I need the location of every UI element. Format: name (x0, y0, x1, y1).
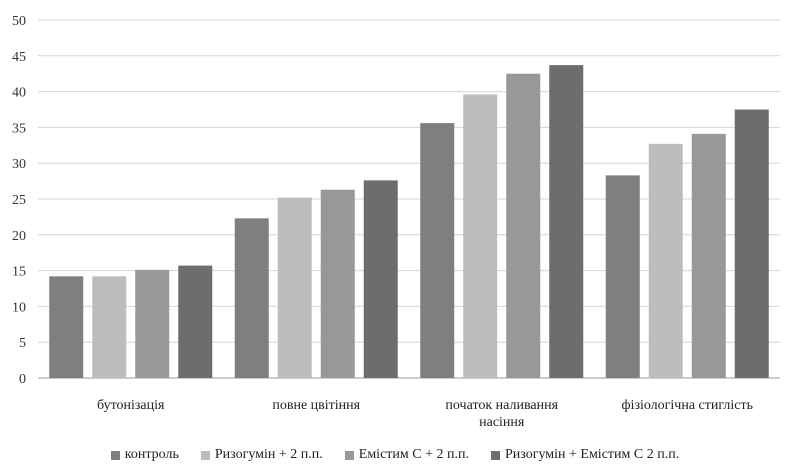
bar (463, 94, 498, 379)
legend-swatch (344, 450, 354, 460)
legend-item: Ризогумін + Емістим С 2 п.п. (490, 446, 680, 464)
y-tick-label: 25 (12, 193, 26, 208)
y-tick-label: 15 (12, 265, 26, 280)
bar (92, 276, 127, 378)
legend-item: контроль (110, 446, 179, 464)
bar (363, 180, 398, 378)
legend-swatch (200, 450, 210, 460)
legend-label: контроль (124, 447, 179, 462)
y-tick-label: 20 (12, 229, 26, 244)
y-tick-label: 50 (12, 14, 26, 29)
x-category-label: бутонізація (97, 398, 165, 413)
y-tick-label: 0 (19, 372, 26, 387)
legend-label: Емістим С + 2 п.п. (358, 447, 469, 462)
bar (691, 133, 726, 378)
y-tick-label: 35 (12, 121, 26, 136)
x-category-label: повне цвітіння (272, 398, 360, 413)
y-tick-label: 30 (12, 157, 26, 172)
y-tick-label: 45 (12, 50, 26, 65)
bar-chart: 0 5 10 15 20 25 30 35 40 45 50 бутонізація повне цві… (12, 14, 780, 430)
legend-swatch (490, 450, 500, 460)
y-tick-label: 40 (12, 86, 26, 101)
bar (605, 175, 640, 378)
bar (734, 109, 769, 378)
legend-label: Ризогумін + 2 п.п. (214, 447, 323, 462)
y-tick-label: 10 (12, 300, 26, 315)
x-category-label: початок наливання (445, 398, 558, 413)
y-tick-label: 5 (19, 336, 26, 351)
bar (277, 197, 312, 378)
bar (234, 218, 269, 378)
legend-item: Ризогумін + 2 п.п. (200, 446, 323, 464)
bar (549, 65, 584, 378)
bar (420, 123, 455, 378)
x-category-label: фізіологічна стиглість (621, 398, 753, 413)
legend-swatch (110, 450, 120, 460)
bar (178, 265, 213, 378)
bar (648, 143, 683, 378)
bar (135, 269, 170, 378)
legend-item: Емістим С + 2 п.п. (344, 446, 469, 464)
x-category-label: насіння (479, 415, 525, 430)
bar (320, 189, 355, 378)
bar (506, 73, 541, 378)
bar (49, 276, 84, 378)
legend-label: Ризогумін + Емістим С 2 п.п. (504, 447, 680, 462)
legend: контроль Ризогумін + 2 п.п. Емістим С + 2 … (0, 446, 790, 464)
